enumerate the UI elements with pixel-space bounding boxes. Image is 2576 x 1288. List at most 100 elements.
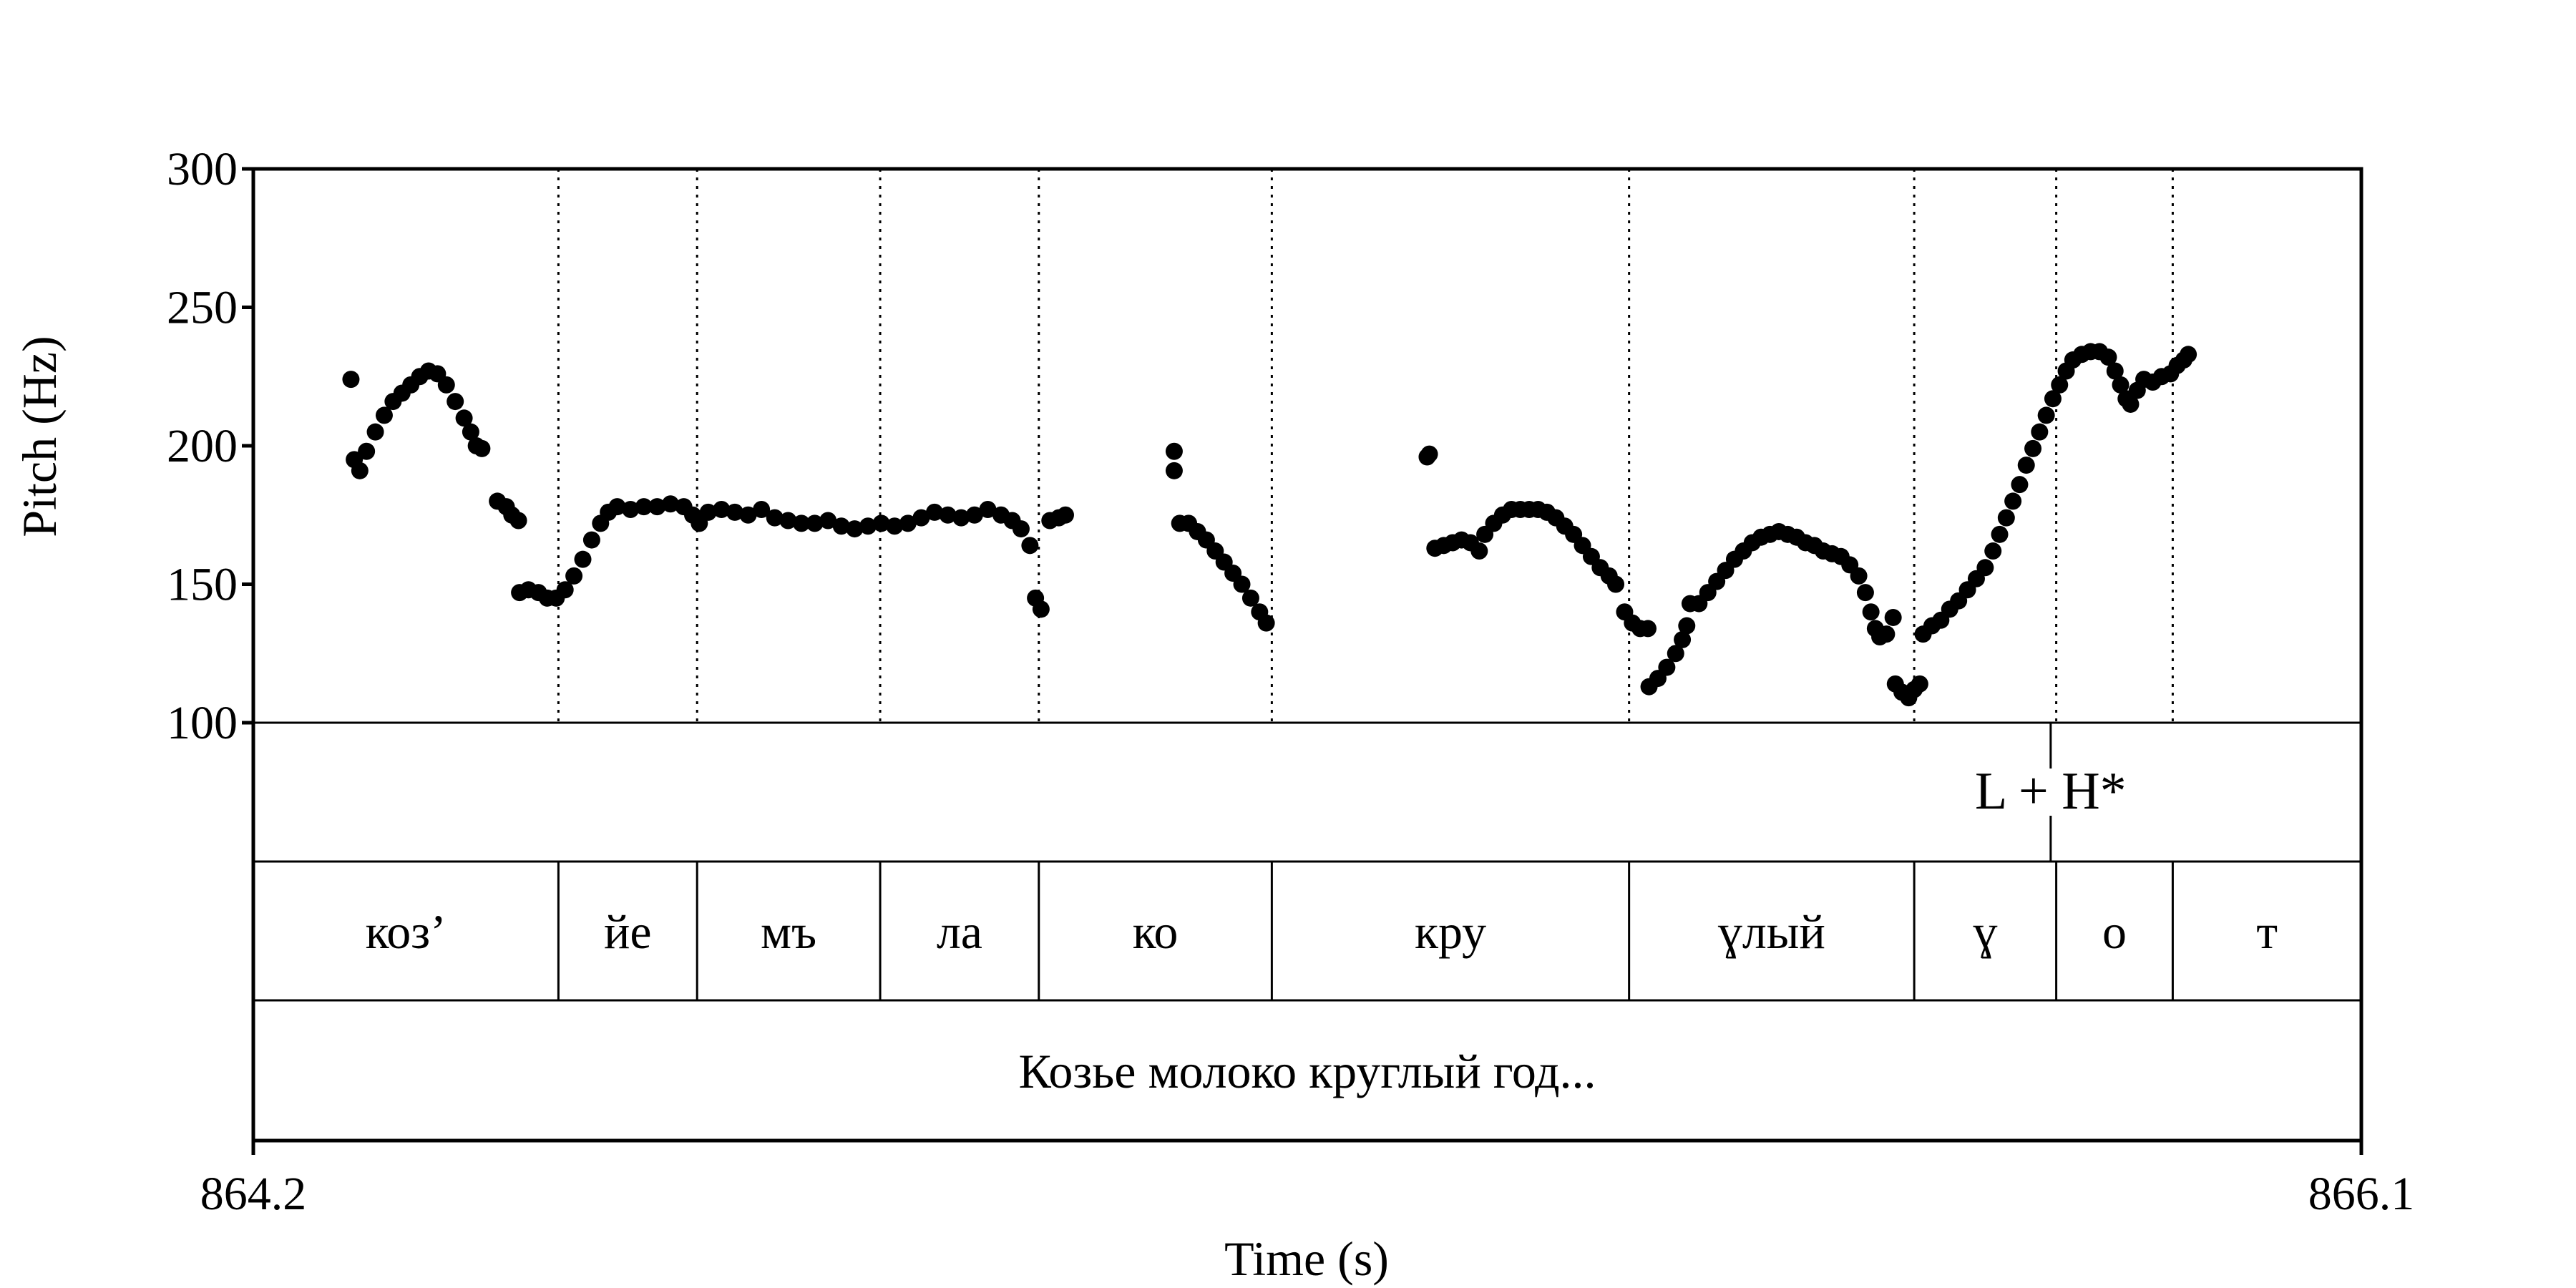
syllable-label: йе: [604, 904, 652, 959]
pitch-point: [462, 423, 479, 441]
pitch-point: [1241, 589, 1259, 607]
pitch-point: [375, 406, 393, 424]
pitch-point: [455, 409, 473, 427]
syllable-label: ɣлый: [1718, 904, 1825, 959]
pitch-point: [1165, 462, 1183, 479]
pitch-point: [661, 495, 679, 513]
pitch-point: [447, 393, 464, 411]
syllable-label: коз’: [366, 904, 447, 959]
pitch-point: [872, 514, 890, 532]
pitch-points: [342, 343, 2197, 707]
pitch-point: [608, 498, 626, 516]
pitch-point: [753, 501, 771, 519]
pitch-point: [846, 520, 864, 538]
pitch-point: [358, 442, 376, 460]
y-tick-label: 100: [167, 697, 238, 749]
pitch-point: [2051, 376, 2069, 394]
pitch-point: [899, 514, 917, 532]
syllable-label: ко: [1133, 904, 1179, 959]
pitch-point: [1639, 620, 1657, 638]
pitch-point: [912, 509, 930, 527]
pitch-point: [766, 509, 784, 527]
x-tick-label: 866.1: [2308, 1168, 2415, 1220]
pitch-point: [2180, 346, 2197, 364]
pitch-point: [739, 506, 757, 524]
pitch-point: [1418, 448, 1436, 466]
pitch-point: [1233, 575, 1251, 593]
x-tick-label: 864.2: [200, 1168, 307, 1220]
pitch-point: [926, 503, 944, 521]
pitch-point: [622, 501, 640, 519]
pitch-point: [2004, 492, 2022, 510]
pitch-point: [1997, 509, 2015, 527]
pitch-point: [713, 501, 731, 519]
pitch-point: [437, 376, 455, 394]
pitch-point: [726, 503, 743, 521]
pitch-point: [1991, 525, 2009, 543]
pitch-point: [565, 567, 583, 585]
pitch-point: [806, 514, 824, 532]
pitch-point: [1012, 520, 1030, 538]
pitch-point: [1032, 600, 1050, 618]
x-axis-title: Time (s): [1224, 1231, 1389, 1286]
tone-label: L + H*: [1975, 762, 2127, 821]
y-tick-label: 300: [167, 143, 238, 195]
pitch-point: [1850, 567, 1868, 585]
pitch-point: [342, 371, 360, 389]
syllable-label: ла: [937, 904, 982, 959]
pitch-point: [1470, 542, 1488, 560]
y-tick-label: 200: [167, 420, 238, 472]
pitch-point: [779, 512, 797, 530]
pitch-point: [965, 506, 983, 524]
syllable-label: кру: [1415, 904, 1486, 959]
pitch-point: [1165, 442, 1183, 460]
syllable-label: мъ: [761, 904, 816, 959]
pitch-point: [351, 462, 369, 479]
pitch-point: [699, 503, 717, 521]
pitch-point: [582, 531, 600, 549]
phrase-label: Козье молоко круглый год...: [1018, 1044, 1596, 1098]
syllable-label: ɣ: [1973, 904, 1997, 959]
pitch-point: [509, 512, 527, 530]
pitch-point: [1257, 614, 1275, 632]
pitch-point: [1056, 506, 1074, 524]
pitch-point: [2017, 457, 2035, 474]
pitch-point: [979, 501, 997, 519]
pitch-point: [574, 550, 592, 568]
pitch-point: [886, 517, 904, 535]
pitch-point: [1976, 559, 1994, 577]
pitch-point: [1856, 584, 1874, 602]
pitch-point: [952, 509, 970, 527]
pitch-point: [2112, 376, 2129, 394]
boundary-lines: [557, 169, 2174, 723]
pitch-point: [2106, 362, 2124, 380]
pitch-point: [832, 517, 850, 535]
pitch-point: [859, 517, 877, 535]
pitch-point: [1658, 658, 1676, 676]
pitch-point: [1884, 608, 1902, 626]
pitch-point: [2044, 390, 2062, 408]
pitch-point: [819, 512, 837, 530]
pitch-point: [2031, 423, 2049, 441]
pitch-point: [939, 506, 957, 524]
syllable-label: о: [2102, 904, 2127, 959]
pitch-point: [1878, 625, 1896, 643]
plot-frame: [251, 167, 2363, 1143]
pitch-point: [556, 581, 574, 599]
pitch-point: [1984, 542, 2002, 560]
y-tick-label: 250: [167, 282, 238, 334]
pitch-point: [648, 498, 666, 516]
pitch-point: [366, 423, 384, 441]
pitch-point: [2024, 439, 2042, 457]
syllable-label: т: [2256, 904, 2278, 959]
pitch-point: [1862, 603, 1880, 621]
pitch-point: [473, 439, 491, 457]
pitch-point: [1678, 617, 1696, 635]
pitch-point: [1667, 645, 1684, 663]
pitch-point: [2099, 348, 2117, 366]
axes: 100 150 200 250 300 864.2 866.1: [167, 143, 2414, 1220]
pitch-point: [792, 514, 810, 532]
annotation-tiers: коз’ йе мъ ла ко кру ɣлый ɣ о т L + H* Козье молоко…: [253, 721, 2361, 1098]
y-axis-title: Pitch (Hz): [12, 336, 67, 537]
pitch-point: [1911, 675, 1928, 693]
